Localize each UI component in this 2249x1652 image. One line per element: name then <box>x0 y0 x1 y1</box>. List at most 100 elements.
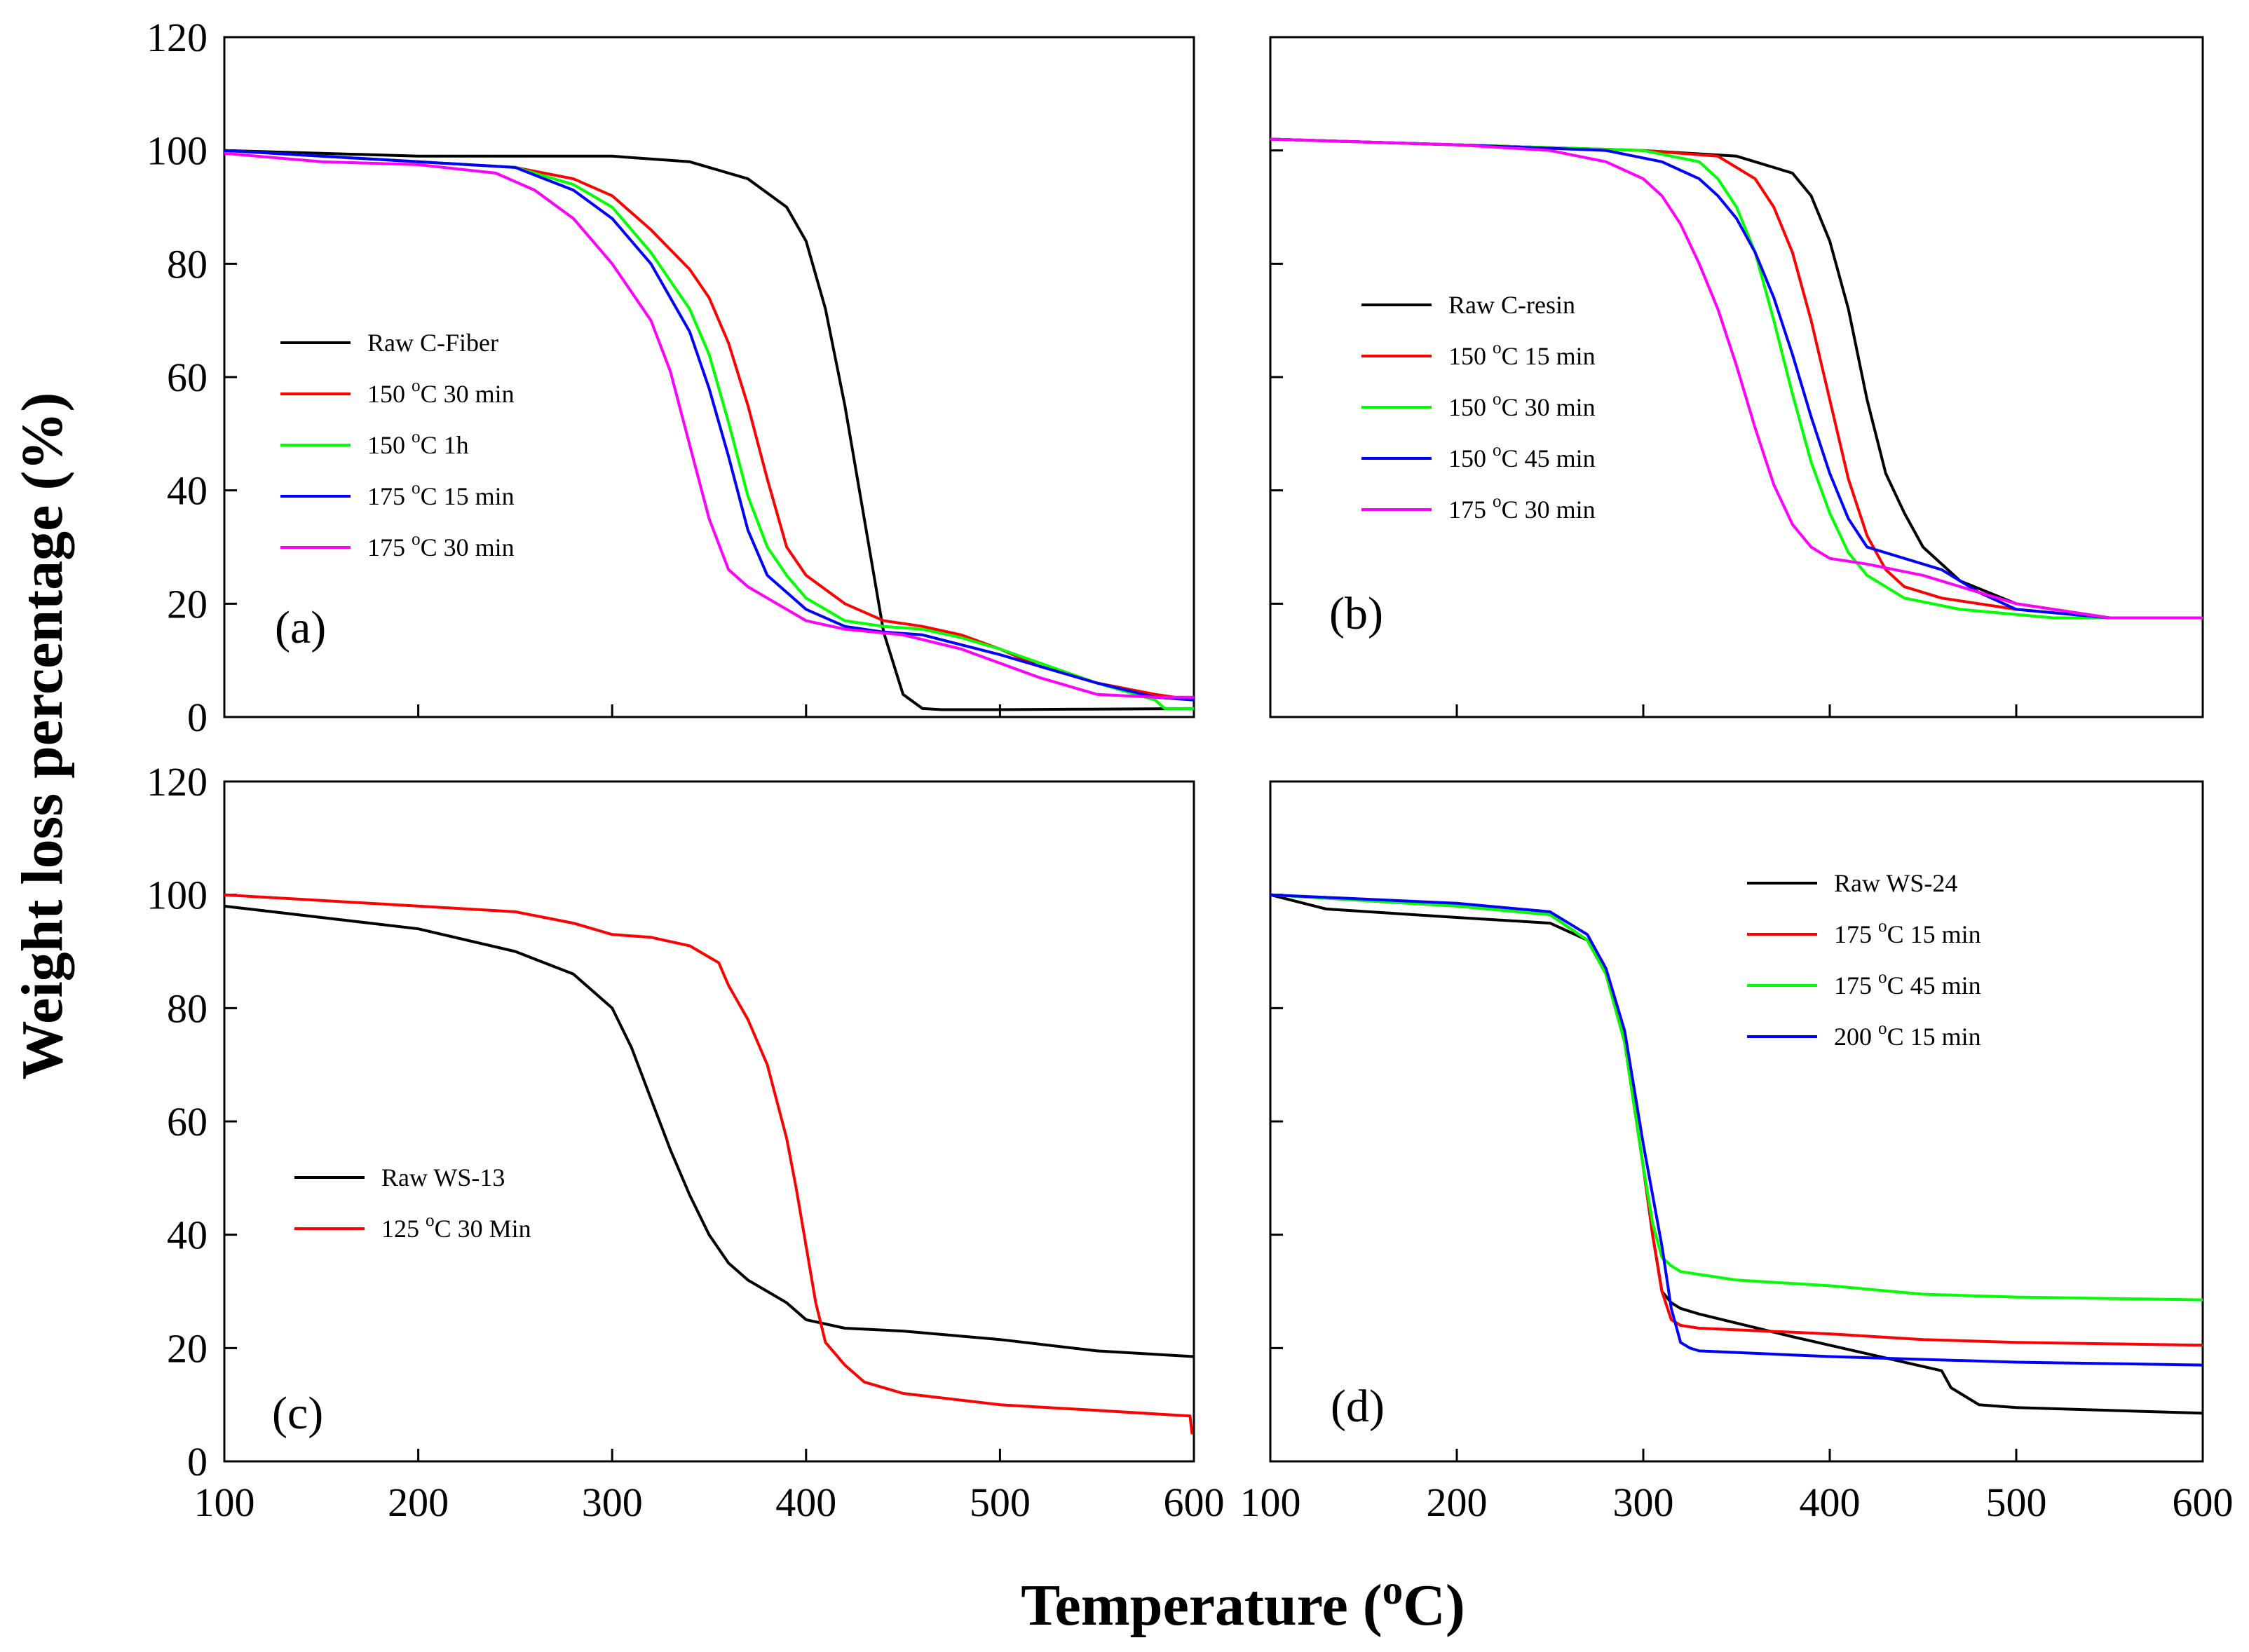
panel-c-ytick-label: 120 <box>147 759 208 805</box>
x-axis-title-sup: o <box>1382 1567 1403 1613</box>
panel-a-ytick-label: 80 <box>167 241 208 287</box>
legend-label-sup: o <box>1493 339 1502 357</box>
x-axis-title-main: Temperature ( <box>1021 1573 1382 1638</box>
legend-label-sup: o <box>412 376 421 395</box>
panel-b-series-150-c-30-min-legend-label: 150 oC 30 min <box>1448 390 1596 421</box>
legend-label-text: C 15 min <box>1502 342 1596 370</box>
legend-label-sup: o <box>1493 492 1502 511</box>
panel-c-ytick-label: 20 <box>167 1325 208 1371</box>
y-axis-title: Weight loss percentage (%) <box>10 392 75 1080</box>
panel-c-series-125-c-30-min-line <box>224 893 1194 1435</box>
panel-a-ytick-label: 100 <box>147 128 208 174</box>
panel-d-xtick-label: 500 <box>1986 1480 2047 1525</box>
panel-d-series-200-c-15-min-legend-label: 200 oC 15 min <box>1834 1019 1981 1051</box>
panel-d-xtick-label: 600 <box>2173 1480 2234 1525</box>
legend-label-text: 150 <box>1448 444 1493 472</box>
x-axis-title: Temperature (oC) <box>1021 1567 1465 1638</box>
legend-label-text: 175 <box>367 533 412 561</box>
panel-a-ytick-label: 120 <box>147 15 208 60</box>
panel-a-series-175-c-15-min-legend-label: 175 oC 15 min <box>367 479 515 510</box>
panel-d-series-raw-ws-24-line <box>1270 893 2203 1415</box>
panel-b-series-150-c-45-min-line <box>1270 137 2203 620</box>
legend-label-sup: o <box>1878 917 1887 936</box>
panel-d-xtick-label: 100 <box>1240 1480 1301 1525</box>
legend-label-text: Raw WS-13 <box>381 1163 505 1192</box>
panel-a-series-raw-c-fiber-legend-label: Raw C-Fiber <box>367 329 498 357</box>
panel-c-xtick-label: 400 <box>775 1480 836 1525</box>
panel-c-ytick-label: 60 <box>167 1099 208 1145</box>
legend-label-sup: o <box>1493 390 1502 409</box>
legend-label-text: C 30 Min <box>435 1215 531 1243</box>
panel-a-series-150-c-30-min-legend-label: 150 oC 30 min <box>367 376 515 408</box>
panel-b-series-raw-c-resin-legend-label: Raw C-resin <box>1448 291 1575 319</box>
panel-d-series-raw-ws-24-legend-label: Raw WS-24 <box>1834 869 1957 897</box>
legend-label-sup: o <box>412 428 421 446</box>
legend-label-sup: o <box>412 530 421 549</box>
panel-c-series-raw-ws-13-line <box>224 904 1194 1358</box>
panel-c-ytick-label: 80 <box>167 985 208 1031</box>
legend-label-text: C 30 min <box>421 533 515 561</box>
legend-label-text: C 15 min <box>1887 920 1981 948</box>
legend-label-text: 150 <box>1448 393 1493 421</box>
panel-c-ytick-label: 100 <box>147 873 208 918</box>
legend-label-sup: o <box>1878 1019 1887 1038</box>
panel-c-xtick-label: 600 <box>1164 1480 1225 1525</box>
legend-label-text: C 15 min <box>1887 1023 1981 1051</box>
panel-a-series-raw-c-fiber-line <box>224 149 1194 711</box>
panel-a-ytick-label: 60 <box>167 355 208 400</box>
x-axis-title-tail: C) <box>1403 1573 1465 1638</box>
legend-label-sup: o <box>1878 968 1887 987</box>
legend-label-text: 175 <box>367 482 412 510</box>
panel-a-series-175-c-30-min-legend-label: 175 oC 30 min <box>367 530 515 561</box>
panel-b-series-175-c-30-min-legend-label: 175 oC 30 min <box>1448 492 1596 524</box>
panel-a-ytick-label: 0 <box>187 695 208 740</box>
legend-label-text: 150 <box>367 380 412 408</box>
legend-label-text: Raw C-resin <box>1448 291 1575 319</box>
panel-d-series-175-c-15-min-legend-label: 175 oC 15 min <box>1834 917 1981 948</box>
panel-c-ytick-label: 40 <box>167 1213 208 1258</box>
legend-label-sup: o <box>412 479 421 498</box>
panel-a-series-150-c-30-min-line <box>224 149 1194 702</box>
legend-label-sup: o <box>1493 441 1502 460</box>
legend-label-text: C 45 min <box>1502 444 1596 472</box>
legend-label-text: 150 <box>1448 342 1493 370</box>
panel-a-series-150-c-1h-legend-label: 150 oC 1h <box>367 428 469 459</box>
panel-d-series-175-c-45-min-legend-label: 175 oC 45 min <box>1834 968 1981 999</box>
legend-label-sup: o <box>426 1211 435 1230</box>
panel-a-ytick-label: 20 <box>167 581 208 627</box>
legend-label-text: C 30 min <box>1502 393 1596 421</box>
panel-c-ytick-label: 0 <box>187 1439 208 1484</box>
legend-label-text: Raw C-Fiber <box>367 329 498 357</box>
panel-b-series-150-c-15-min-line <box>1270 137 2203 620</box>
legend-label-text: Raw WS-24 <box>1834 869 1957 897</box>
panel-a-ytick-label: 40 <box>167 468 208 514</box>
panel-c-series-raw-ws-13-legend-label: Raw WS-13 <box>381 1163 505 1192</box>
panel-d-xtick-label: 200 <box>1427 1480 1488 1525</box>
panel-c: 0 20 40 60 80 100 120 100 200 300 400 500 600 Raw WS-… <box>147 759 1225 1525</box>
panel-b-label: (b) <box>1329 588 1383 639</box>
panel-c-xtick-label: 500 <box>970 1480 1031 1525</box>
legend-label-text: 200 <box>1834 1023 1878 1051</box>
legend-label-text: 175 <box>1834 920 1878 948</box>
legend-label-text: C 45 min <box>1887 971 1981 999</box>
panel-d-xtick-label: 300 <box>1613 1480 1674 1525</box>
panel-a-series-175-c-30-min-line <box>224 151 1194 699</box>
panel-c-xtick-label: 300 <box>582 1480 643 1525</box>
panel-a-label: (a) <box>275 602 326 653</box>
legend-label-text: C 15 min <box>421 482 515 510</box>
legend-label-text: 175 <box>1448 496 1493 524</box>
legend-label-text: C 30 min <box>421 380 515 408</box>
legend-label-text: C 1h <box>421 431 469 459</box>
legend-label-text: 150 <box>367 431 412 459</box>
panel-a-series-150-c-1h-line <box>224 149 1194 710</box>
panel-d-label: (d) <box>1331 1381 1385 1432</box>
panel-c-xtick-label: 200 <box>388 1480 449 1525</box>
panel-c-series-125-c-30-min-legend-label: 125 oC 30 Min <box>381 1211 531 1243</box>
panel-d-series-200-c-15-min-line <box>1270 893 2203 1367</box>
panel-c-xtick-label: 100 <box>194 1480 255 1525</box>
